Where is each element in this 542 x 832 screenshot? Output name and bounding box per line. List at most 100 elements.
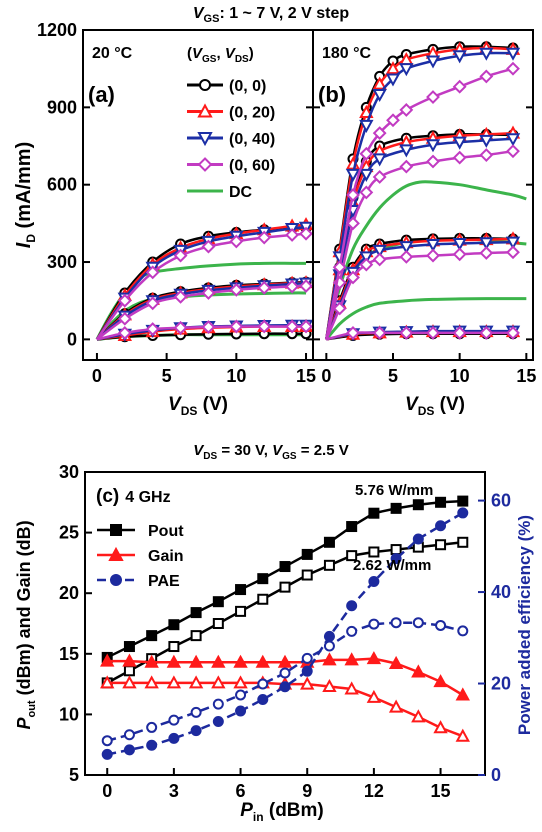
series-gain-open-point	[366, 689, 382, 703]
series-pae-filled-line	[106, 511, 464, 756]
series-0-60-point	[479, 246, 494, 260]
series-0-60-point	[426, 154, 440, 169]
series-0-40-line	[325, 240, 514, 340]
series-pae-filled-point	[412, 533, 424, 545]
panel-a-label: (a)	[88, 82, 115, 107]
series-pae-open-point	[279, 667, 291, 679]
series-0-40-point	[425, 239, 441, 253]
y-right-tick-label: 60	[491, 491, 511, 511]
series-pout-filled-point	[279, 561, 291, 573]
series-dc-line	[325, 297, 527, 341]
series-gain-open-point	[322, 678, 337, 693]
series-0-40-point	[452, 136, 467, 150]
series-0-60-point	[117, 326, 132, 340]
series-0-40-point	[505, 236, 521, 250]
x-tick-label: 12	[364, 781, 384, 801]
x-tick-label: 0	[102, 781, 112, 801]
series-0-60-point	[452, 326, 467, 340]
series-gain-open-point	[144, 675, 159, 689]
series-gain-open-point	[344, 681, 359, 695]
series-pae-open-point	[257, 678, 269, 690]
legend-marker	[197, 132, 213, 147]
panel-a: 0 5 10 15 0 300 600 900 1200 20 °C (a) (VGS, VD…	[13, 20, 316, 418]
x-tick-label: 10	[226, 366, 246, 386]
series-pout-open-point	[190, 630, 202, 642]
series-0-40-point	[345, 168, 361, 182]
series-pout-filled-point	[412, 499, 424, 511]
panel-a-plot-area	[95, 217, 314, 343]
series-0-60-point	[145, 265, 160, 280]
series-0-60-point	[359, 257, 374, 272]
series-0-20-point	[372, 76, 387, 90]
series-pae-open-point	[235, 689, 247, 701]
series-pout-open-point	[212, 618, 224, 629]
series-0-40-point	[399, 144, 414, 158]
legend-label: (0, 40)	[229, 131, 275, 148]
series-0-60-point	[145, 296, 160, 311]
series-0-60-point	[346, 216, 360, 231]
series-pout-filled-point	[212, 596, 224, 608]
series-0-60-point	[506, 61, 520, 76]
series-0-60-point	[479, 148, 494, 162]
series-pout-open-point	[279, 581, 291, 593]
series-pae-open-point	[168, 714, 180, 726]
series-pae-filled-point	[323, 630, 335, 642]
series-pae-filled-point	[146, 739, 158, 751]
series-0-60-point	[257, 230, 272, 245]
series-0-40-line	[325, 137, 514, 340]
legend-marker	[108, 546, 124, 561]
series-0-60-point	[426, 248, 440, 263]
series-gain-filled-point	[388, 655, 404, 669]
series-pout-filled-point	[457, 495, 469, 507]
series-0-40-point	[385, 73, 401, 87]
series-pae-filled-point	[346, 600, 358, 612]
series-0-60-point	[201, 239, 216, 254]
series-pae-filled-point	[168, 732, 180, 744]
series-0-40-point	[505, 47, 521, 61]
legend-marker	[199, 79, 211, 91]
series-pae-open-point	[123, 729, 135, 741]
series-0-60-point	[506, 144, 520, 159]
panel-b-y-axis	[313, 29, 533, 341]
series-pae-open-point	[412, 617, 424, 629]
panel-c-plot-area	[100, 495, 470, 760]
series-gain-open-point	[100, 675, 115, 689]
series-0-60-point	[426, 90, 440, 104]
legend-label: PAE	[148, 573, 180, 590]
series-0-60-line	[325, 250, 514, 340]
series-0-40-point	[505, 133, 521, 147]
series-gain-filled-point	[411, 664, 426, 678]
panel-b-temperature: 180 °C	[322, 45, 372, 62]
series-0-60-point	[285, 279, 300, 294]
series-0-40-point	[452, 50, 467, 64]
series-pout-filled-point	[257, 573, 269, 585]
series-pout-open-point	[435, 539, 447, 551]
series-0-40-point	[399, 63, 414, 77]
panel-c-right-axis: 0 20 40 60	[478, 491, 511, 785]
series-pout-open-point	[390, 544, 402, 556]
series-pout-filled-point	[235, 584, 247, 596]
series-0-60-point	[399, 326, 414, 340]
x-tick-label: 15	[431, 781, 451, 801]
series-gain-filled-point	[122, 653, 137, 667]
series-pout-filled-point	[301, 548, 313, 560]
x-tick-label: 0	[92, 366, 102, 386]
series-0-40-point	[479, 237, 494, 251]
series-0-60-point	[372, 170, 387, 184]
legend-marker	[110, 524, 122, 536]
y-tick-label: 1200	[37, 20, 77, 40]
series-pae-filled-point	[435, 520, 447, 532]
legend-marker	[197, 157, 213, 172]
series-0-60-point	[173, 289, 188, 304]
y-right-tick-label: 0	[491, 765, 501, 785]
y-tick-label: 5	[69, 765, 79, 785]
series-0-20-point	[385, 61, 401, 75]
series-gain-filled-point	[344, 652, 359, 666]
series-pae-filled-point	[457, 507, 469, 519]
series-gain-open-point	[188, 675, 204, 689]
panel-b-label: (b)	[318, 82, 346, 107]
series-pae-filled-point	[368, 576, 380, 588]
series-pout-filled-point	[390, 502, 402, 514]
legend-marker	[197, 103, 213, 118]
